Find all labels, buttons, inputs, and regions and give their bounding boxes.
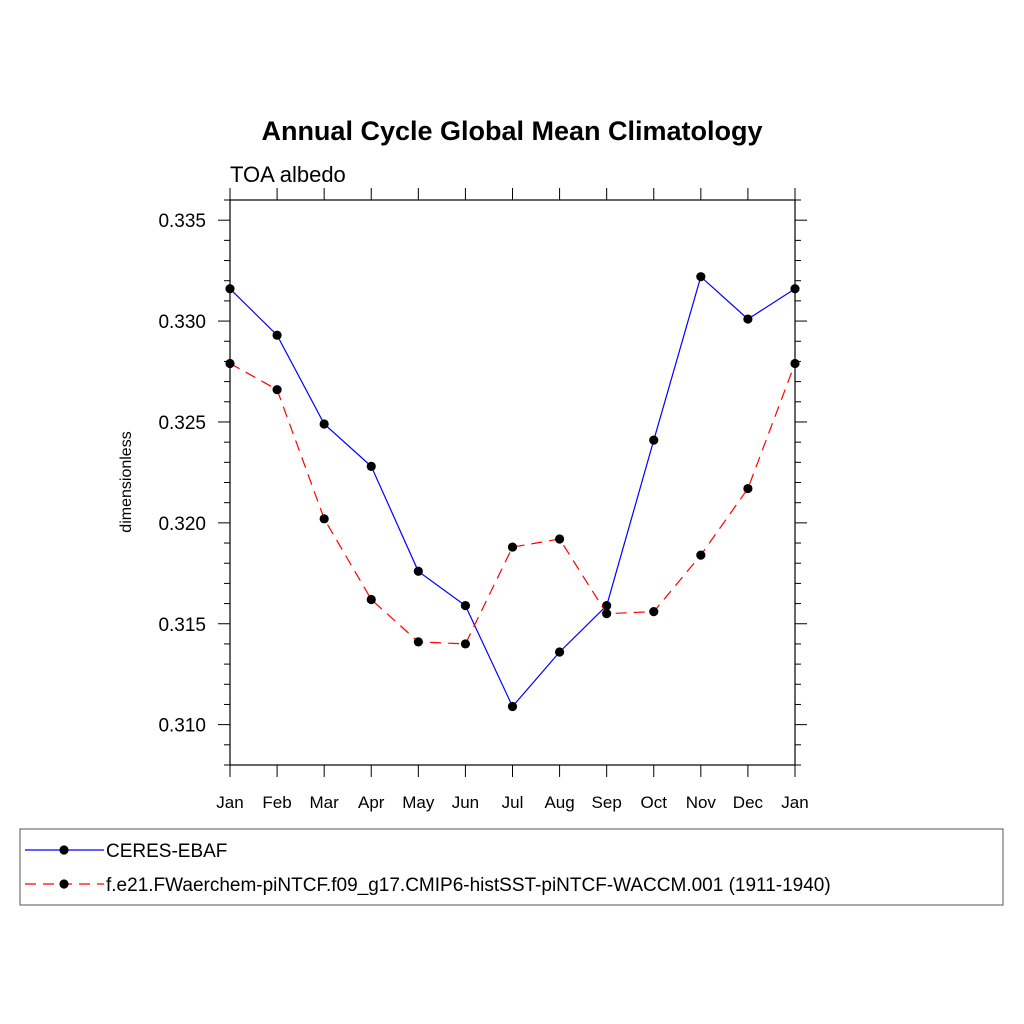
series-layer [225, 272, 800, 712]
series-1-point [602, 600, 612, 611]
y-tick-label: 0.325 [158, 413, 206, 434]
series-1-point [272, 330, 282, 340]
series-2-point [790, 358, 800, 369]
series-2-point [602, 609, 612, 619]
plot-frame [229, 199, 796, 766]
x-tick-label: Sep [592, 793, 622, 812]
x-tick-label: Jul [502, 793, 524, 812]
series-2-point [554, 534, 565, 544]
series-2-point [413, 637, 423, 647]
series-1-point [319, 419, 329, 429]
chart-title: Annual Cycle Global Mean Climatology [261, 116, 762, 146]
series-1-point [696, 272, 706, 282]
y-tick-label: 0.320 [158, 514, 206, 535]
series-2-point [319, 514, 329, 524]
x-tick-label: Jun [452, 793, 479, 812]
series-1-point [743, 314, 753, 324]
series-2-point [743, 483, 753, 494]
series-1-point [225, 284, 235, 294]
legend-label-2: f.e21.FWaerchem-piNTCF.f09_g17.CMIP6-his… [106, 875, 831, 896]
series-1-point [649, 435, 659, 445]
series-1-point [460, 600, 471, 611]
chart-subtitle: TOA albedo [230, 162, 346, 187]
x-tick-label: Nov [686, 793, 717, 812]
x-tick-label: Apr [358, 793, 385, 812]
legend-swatch-marker-1 [59, 845, 69, 855]
series-1-point [507, 701, 518, 712]
series-2-point [460, 639, 471, 649]
y-axis-label: dimensionless [118, 431, 135, 532]
series-1-point [554, 647, 565, 657]
ticks-layer: 0.310 0.315 0.320 0.325 0.330 0.335 Jan Feb Mar A… [158, 188, 809, 812]
x-tick-label: Jan [216, 793, 243, 812]
x-tick-label: Aug [544, 793, 574, 812]
series-2-point [225, 358, 235, 369]
x-tick-label: Oct [641, 793, 668, 812]
legend-label-1: CERES-EBAF [106, 841, 227, 862]
y-tick-label: 0.310 [158, 716, 206, 737]
series-1-point [366, 461, 376, 471]
legend-box [19, 828, 1004, 906]
y-tick-label: 0.315 [158, 615, 206, 636]
series-2-point [272, 385, 282, 395]
x-tick-label: Jan [781, 793, 808, 812]
series-1-point [790, 284, 800, 294]
legend: CERES-EBAF f.e21.FWaerchem-piNTCF.f09_g17… [19, 828, 1004, 906]
x-tick-label: Dec [733, 793, 764, 812]
series-2-point [649, 607, 659, 617]
x-tick-label: May [402, 793, 435, 812]
series-1-point [413, 566, 423, 576]
x-tick-label: Mar [310, 793, 340, 812]
y-tick-label: 0.330 [158, 312, 206, 333]
legend-swatch-marker-2 [59, 879, 69, 889]
y-tick-label: 0.335 [158, 211, 206, 232]
series-2-point [696, 550, 706, 560]
series-2-point [366, 594, 376, 605]
series-2-point [507, 542, 518, 552]
x-tick-label: Feb [262, 793, 291, 812]
